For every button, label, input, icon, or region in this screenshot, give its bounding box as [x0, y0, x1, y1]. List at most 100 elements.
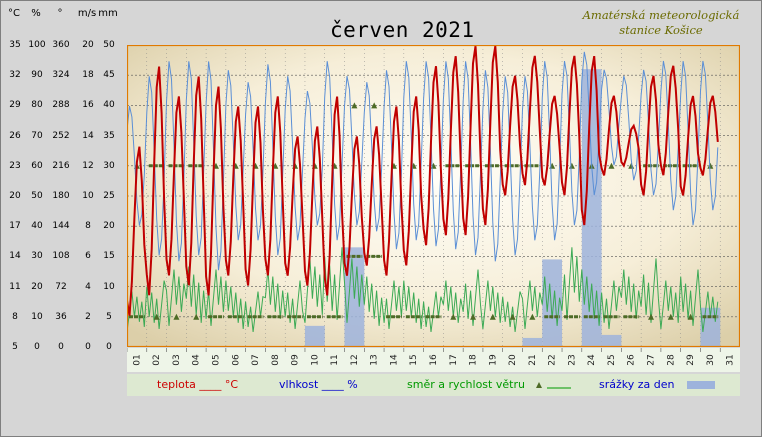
axis-tick-label: 15: [103, 251, 115, 262]
axis-tick-label: 14: [82, 130, 94, 141]
humidity-series: [127, 51, 719, 271]
axis-tick-label: 29: [9, 100, 21, 111]
plot-area: [127, 45, 740, 347]
axis-tick-label: 18: [82, 70, 94, 81]
axis-tick-label: 20: [31, 281, 43, 292]
temperature-series: [127, 45, 719, 316]
axis-tick-label: 20: [82, 40, 94, 50]
wind-direction-marker: [351, 102, 358, 109]
day-label: 08: [271, 354, 281, 366]
axis-tick-label: 4: [85, 281, 91, 292]
day-label: 06: [231, 354, 241, 366]
station-line-1: Amatérská meteorologická: [582, 8, 740, 22]
day-label: 29: [686, 354, 696, 366]
day-label: 12: [350, 354, 360, 365]
day-axis: 01 02 03 04 05 06 07 08 09 10 11 12 13 14 15 16 17 18 19 20…: [127, 348, 740, 372]
axis-tick-label: 8: [85, 221, 91, 232]
axis-tick-label: 360: [52, 40, 70, 50]
day-label: 02: [152, 354, 162, 365]
day-label: 15: [409, 354, 419, 365]
axis-tick-label: 72: [55, 281, 67, 292]
precip-bar: [304, 325, 325, 347]
axis-tick-label: 10: [31, 311, 43, 322]
axis-tick-label: 36: [55, 311, 67, 322]
wind-direction-marker: [687, 313, 694, 320]
day-label: 11: [330, 354, 340, 365]
axis-tick-label: 2: [85, 311, 91, 322]
axis-tick-label: 180: [52, 191, 70, 201]
wind-speed-line: [127, 247, 719, 332]
day-label: 24: [587, 354, 597, 366]
axis-tick-label: 20: [9, 191, 21, 201]
day-label: 13: [370, 354, 380, 365]
axis-tick-label: 35: [103, 130, 115, 141]
axis-tick-label: 0: [85, 342, 91, 352]
axis-tick-label: 40: [31, 221, 43, 232]
axis-tick-label: 14: [9, 251, 21, 262]
wind-direction-marker: [371, 102, 378, 109]
day-label: 10: [310, 354, 320, 366]
day-label: 04: [192, 354, 202, 366]
wind-direction-marker: [707, 162, 714, 169]
axis-header-degrees: °: [57, 8, 63, 19]
day-label: 18: [469, 354, 479, 366]
axis-tick-label: 26: [9, 130, 21, 141]
axis-tick-label: 11: [9, 281, 21, 292]
axis-tick-label: 10: [82, 191, 94, 201]
day-label: 05: [211, 354, 221, 365]
day-label: 17: [449, 354, 459, 365]
day-label: 25: [607, 354, 617, 365]
axis-tick-label: 60: [31, 160, 43, 171]
axis-tick-label: 0: [58, 342, 64, 352]
day-label: 28: [666, 354, 676, 366]
wind-direction-marker: [173, 313, 180, 320]
axis-tick-label: 6: [85, 251, 91, 262]
axis-tick-label: 5: [106, 311, 112, 322]
axis-tick-label: 12: [82, 160, 94, 171]
station-name: Amatérská meteorologická stanice Košice: [566, 8, 756, 38]
axis-tick-label: 30: [31, 251, 43, 262]
legend-precip: srážky za den: [599, 378, 675, 391]
day-label: 23: [567, 354, 577, 365]
wind-direction-marker: [193, 313, 200, 320]
station-line-2: stanice Košice: [619, 23, 703, 37]
axis-tick-label: 324: [52, 70, 70, 81]
precip-bar: [601, 334, 622, 347]
axis-header-mm: mm: [98, 8, 118, 19]
day-label: 16: [429, 354, 439, 366]
temperature-line: [127, 45, 719, 316]
legend: teplota ____ °C vlhkost ____ % směr a ry…: [127, 374, 740, 396]
axis-tick-label: 0: [34, 342, 40, 352]
day-label: 09: [291, 354, 301, 366]
axis-header-ms: m/s: [77, 8, 97, 19]
wind-direction-marker: [628, 162, 635, 169]
wind-direction-marker: [608, 162, 615, 169]
legend-wind-symbol: [536, 382, 571, 389]
axis-tick-label: 10: [103, 281, 115, 292]
axis-tick-label: 100: [28, 40, 46, 50]
day-label: 19: [488, 354, 498, 366]
legend-temperature: teplota ____ °C: [157, 378, 239, 391]
wind-direction-marker: [450, 313, 457, 320]
wind-speed-series: [127, 247, 719, 332]
humidity-line: [127, 51, 719, 271]
axis-tick-label: 16: [82, 100, 94, 111]
axis-tick-label: 144: [52, 221, 70, 232]
day-label: 20: [508, 354, 518, 366]
day-label: 21: [528, 354, 538, 365]
wind-direction-marker: [470, 313, 477, 320]
wind-direction-marker: [648, 313, 655, 320]
axis-tick-label: 90: [31, 70, 43, 81]
axis-tick-label: 5: [12, 342, 18, 352]
axis-tick-label: 252: [52, 130, 70, 141]
axis-header-celsius: °C: [8, 8, 20, 19]
axis-tick-label: 50: [103, 40, 115, 50]
plot-border: [127, 45, 740, 347]
day-label: 03: [172, 354, 182, 365]
axis-tick-label: 32: [9, 70, 21, 81]
wind-direction-marker: [489, 313, 496, 320]
day-label: 22: [548, 354, 558, 365]
day-label: 07: [251, 354, 261, 365]
wind-direction-marker: [667, 313, 674, 320]
axis-tick-label: 40: [103, 100, 115, 111]
